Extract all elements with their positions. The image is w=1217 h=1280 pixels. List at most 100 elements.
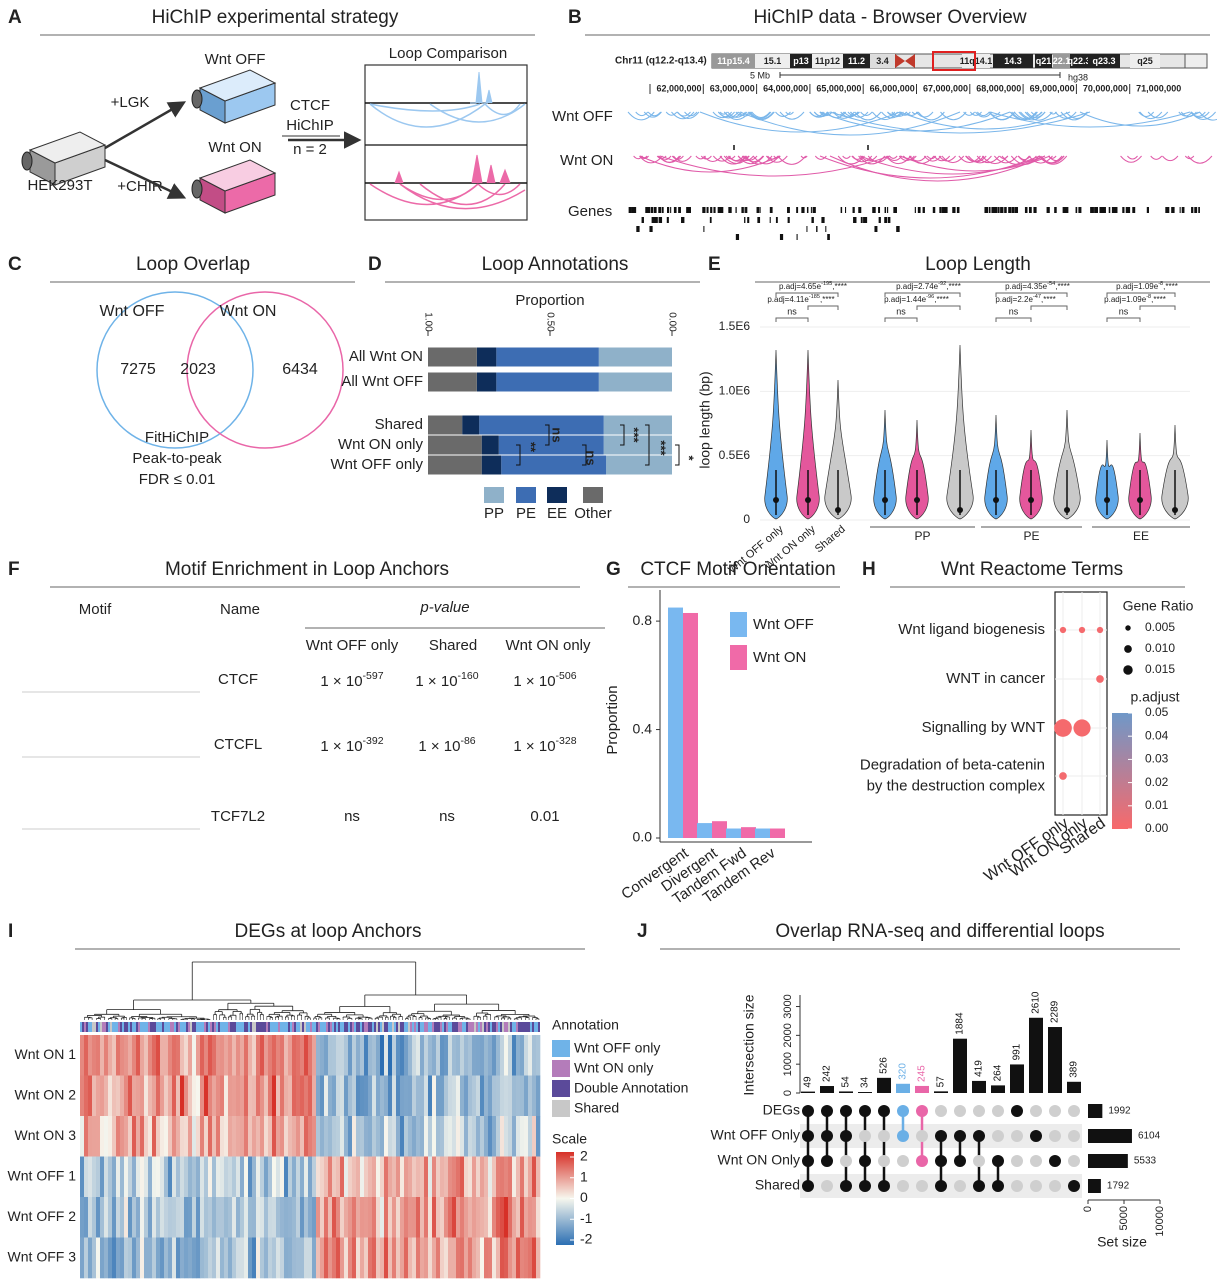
mantissa: p.adj=4.65e	[779, 282, 822, 291]
stars: ,****	[946, 282, 961, 291]
heat-cell	[180, 1075, 185, 1117]
annotation-cell	[194, 1022, 196, 1032]
matrix-dot	[802, 1130, 814, 1142]
heat-cell	[288, 1075, 293, 1117]
heat-cell	[104, 1035, 109, 1076]
matrix-dot	[935, 1130, 947, 1142]
sig-bracket	[516, 444, 521, 466]
annotation-cell	[430, 1022, 432, 1032]
ns-label: ns	[1009, 306, 1019, 316]
loop-arc	[785, 111, 794, 115]
bar	[858, 1092, 872, 1093]
gene	[702, 207, 706, 213]
loop-arc	[923, 155, 942, 162]
label: 63,000,000	[710, 83, 755, 93]
heat-cell	[468, 1237, 473, 1279]
heat-cell	[472, 1075, 477, 1117]
bar-value: 264	[993, 1064, 1004, 1081]
loop-arc	[837, 155, 865, 165]
legend-label: Wnt ON only	[574, 1060, 653, 1076]
annotation-cell	[180, 1022, 182, 1032]
heat-cell	[256, 1035, 261, 1076]
heat-cell	[488, 1075, 493, 1117]
label: +CHIR	[117, 178, 163, 195]
heat-cell	[240, 1156, 245, 1198]
loop-arc	[1139, 111, 1163, 120]
set-value: 1792	[1107, 1181, 1130, 1192]
heat-cell	[132, 1237, 137, 1279]
annotation-cell	[284, 1022, 286, 1032]
band-label: 15.1	[764, 56, 782, 66]
band	[1053, 54, 1070, 68]
heat-cell	[432, 1035, 437, 1076]
gene	[1181, 207, 1183, 213]
heat-cell	[136, 1075, 141, 1117]
heat-cell	[368, 1116, 373, 1157]
heat-cell	[172, 1116, 177, 1157]
annotation-cell	[202, 1022, 204, 1032]
heat-cell	[480, 1075, 485, 1117]
annotation-cell	[270, 1022, 272, 1032]
term-label: Signalling by WNT	[922, 719, 1045, 736]
y-tick-label: 0.4	[633, 720, 653, 736]
heat-cell	[476, 1035, 481, 1076]
bracket	[775, 317, 809, 322]
legend-label: PP	[484, 505, 504, 522]
gene	[658, 207, 661, 213]
panel-letter: I	[8, 921, 13, 942]
annotation-cell	[224, 1022, 226, 1032]
heat-cell	[244, 1035, 249, 1076]
bar-value: 49	[803, 1076, 814, 1088]
heat-cell	[116, 1035, 121, 1076]
heat-cell	[488, 1156, 493, 1198]
annotation-cell	[166, 1022, 168, 1032]
legend-title: Annotation	[552, 1017, 619, 1033]
loop-arc	[703, 155, 723, 162]
gene	[997, 207, 1000, 213]
heat-cell	[424, 1075, 429, 1117]
heat-cell	[260, 1156, 265, 1198]
annotation-cell	[208, 1022, 210, 1032]
heat-cell	[420, 1075, 425, 1117]
loop-arc	[1018, 155, 1031, 161]
heat-cell	[436, 1237, 441, 1279]
gene	[1024, 207, 1028, 213]
legend-swatch	[516, 487, 536, 503]
heat-cell	[296, 1116, 301, 1157]
annotation-cell	[192, 1022, 194, 1032]
heat-cell	[376, 1156, 381, 1198]
heat-cell	[388, 1197, 393, 1238]
heat-cell	[388, 1156, 393, 1198]
annotation-cell	[342, 1022, 344, 1032]
heat-cell	[144, 1035, 149, 1076]
y-tick-label: All Wnt ON	[349, 348, 423, 365]
heat-cell	[328, 1116, 333, 1157]
heat-cell	[252, 1075, 257, 1117]
matrix-dot	[1049, 1155, 1061, 1167]
heat-cell	[212, 1035, 217, 1076]
heat-cell	[180, 1156, 185, 1198]
loop-arc	[1138, 111, 1155, 117]
annotation-cell	[128, 1022, 130, 1032]
heat-cell	[532, 1116, 537, 1157]
heat-cell	[152, 1237, 157, 1279]
annotation-cell	[112, 1022, 114, 1032]
heat-cell	[300, 1156, 305, 1198]
heat-cell	[144, 1075, 149, 1117]
heat-cell	[460, 1197, 465, 1238]
legend-label: 0.015	[1145, 662, 1175, 676]
heat-cell	[444, 1197, 449, 1238]
heat-cell	[248, 1116, 253, 1157]
heat-cell	[92, 1075, 97, 1117]
heat-cell	[112, 1197, 117, 1238]
bracket	[1030, 305, 1068, 310]
set-bar	[1088, 1104, 1103, 1118]
legend-label: Wnt OFF	[753, 616, 814, 633]
legend-label: 0.00	[1145, 821, 1169, 835]
comparison-box	[364, 64, 528, 221]
heat-cell	[256, 1156, 261, 1198]
heat-cell	[164, 1116, 169, 1157]
annotation-cell	[336, 1022, 338, 1032]
annotation-cell	[378, 1022, 380, 1032]
gene	[681, 217, 684, 223]
